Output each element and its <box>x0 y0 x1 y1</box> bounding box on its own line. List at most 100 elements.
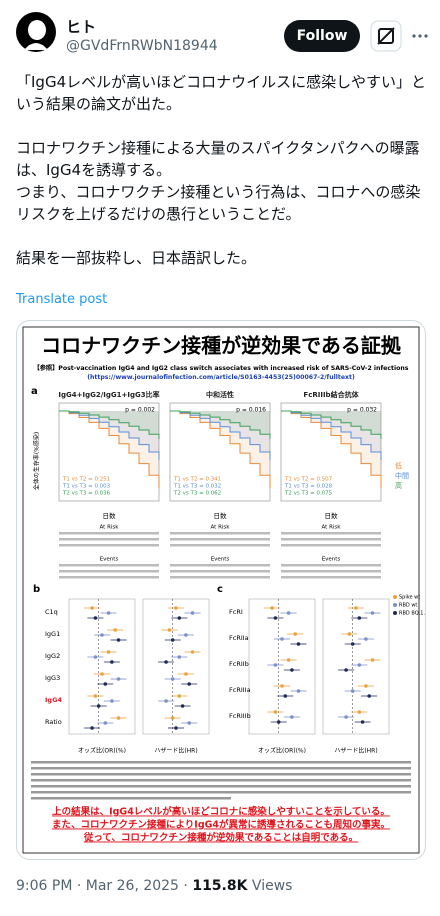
estimate <box>100 633 104 637</box>
reference: 【参照】Post-vaccination IgG4 and IgG2 class… <box>34 364 409 372</box>
estimate <box>370 658 375 662</box>
estimate <box>110 699 114 703</box>
panel-letter: c <box>217 584 223 595</box>
estimate <box>93 655 98 659</box>
legend-entry: RBD wt <box>399 603 417 609</box>
estimate <box>177 655 182 659</box>
grok-button[interactable] <box>370 20 402 52</box>
risk-row <box>170 538 270 541</box>
legend-dot <box>393 611 397 615</box>
estimate <box>280 684 284 688</box>
estimate <box>93 616 98 620</box>
estimate <box>364 684 368 688</box>
forest-area <box>322 598 390 735</box>
estimate <box>184 633 188 637</box>
views-label: Views <box>247 878 293 894</box>
legend-dot <box>393 595 397 599</box>
table-label: Events <box>211 557 230 563</box>
event-row <box>170 570 270 573</box>
estimate <box>106 611 111 615</box>
timestamp: 9:06 PM · Mar 26, 2025 · 115.8K Views <box>16 878 292 894</box>
row-label: IgG1 <box>45 630 60 638</box>
table-label: Events <box>100 557 119 563</box>
forest-area <box>142 598 210 735</box>
caption-line <box>31 767 411 770</box>
x-axis-label: オッズ比(OR)(%) <box>78 747 126 755</box>
estimate <box>270 606 274 610</box>
stat: T1 vs T2 = 0.507 <box>284 477 333 483</box>
y-axis-label: 全体の生存率(%感染) <box>33 432 41 490</box>
event-row <box>281 570 381 573</box>
estimate <box>103 721 108 725</box>
avatar[interactable] <box>16 12 56 52</box>
estimate <box>116 677 121 681</box>
x-axis-label: 日数 <box>103 511 117 520</box>
estimate <box>116 638 121 642</box>
legend-entry: RBD BQ.1.1 <box>399 611 425 617</box>
band <box>281 411 381 439</box>
stat: T1 vs T2 = 0.251 <box>62 477 110 483</box>
estimate <box>293 632 298 636</box>
estimate <box>170 638 175 642</box>
risk-row <box>59 532 159 535</box>
plot-title: FcRIIIb結合抗体 <box>303 390 359 399</box>
table-label: Events <box>322 557 341 563</box>
forest-area <box>68 598 136 735</box>
estimate <box>187 682 191 686</box>
caption-line <box>31 785 411 788</box>
paragraph: コロナワクチン接種による大量のスパイクタンパクへの曝露は、IgG4を誘導する。 … <box>16 139 421 223</box>
estimate <box>170 677 175 681</box>
risk-row <box>281 544 381 547</box>
estimate <box>367 694 372 698</box>
handle[interactable]: @GVdFrnRWbN18944 <box>66 38 218 54</box>
curve <box>170 410 271 439</box>
estimate <box>180 704 185 708</box>
row-label: IgG3 <box>45 674 60 682</box>
row-label: FcRIIIb <box>229 712 251 720</box>
row-label: FcRI <box>229 608 243 616</box>
plot-title: IgG4+IgG2/IgG1+IgG3比率 <box>58 390 159 399</box>
infographic: コロナワクチン接種が逆効果である証拠【参照】Post-vaccination I… <box>22 326 425 854</box>
estimate <box>286 658 291 662</box>
band <box>59 411 159 439</box>
estimate <box>344 715 348 719</box>
estimate <box>350 689 355 693</box>
panel-letter: a <box>31 386 38 397</box>
band <box>170 411 270 439</box>
estimate <box>190 611 195 615</box>
display-name[interactable]: ヒト <box>66 18 97 36</box>
estimate <box>296 642 301 646</box>
estimate <box>164 660 168 664</box>
caption-line <box>31 773 411 776</box>
conclusion: 上の結果は、IgG4レベルが高いほどコロナに感染しやすいことを示している。 <box>52 806 390 818</box>
tweet-text: 「IgG4レベルが高いほどコロナウイルスに感染しやすい」という結果の論文が出た。… <box>16 71 426 291</box>
estimate <box>164 699 168 703</box>
caption-line <box>31 779 411 782</box>
estimate <box>177 694 182 698</box>
paragraph: 結果を一部抜粋し、日本語訳した。 <box>16 249 257 267</box>
row-label: Ratio <box>45 718 62 726</box>
follow-button[interactable]: Follow <box>284 20 360 52</box>
event-row <box>170 576 270 579</box>
media[interactable]: コロナワクチン接種が逆効果である証拠 【参照】Post-vaccination I… <box>16 320 426 860</box>
x-axis-label: 日数 <box>214 511 228 520</box>
band <box>59 411 159 488</box>
conclusion: また、コロナワクチン接種によりIgG4が異常に誘導されることも周知の事実。 <box>52 819 390 831</box>
estimate <box>90 726 94 730</box>
x-axis-label: ハザード比(HR) <box>334 747 377 755</box>
estimate <box>276 720 281 724</box>
estimate <box>360 720 365 724</box>
more-button[interactable] <box>410 26 430 46</box>
estimate <box>90 606 94 610</box>
estimate <box>354 606 358 610</box>
legend-dot <box>393 603 397 607</box>
panel-letter: b <box>33 584 40 595</box>
estimate <box>187 721 191 725</box>
translate-link[interactable]: Translate post <box>16 292 108 307</box>
caption-line <box>31 761 411 764</box>
x-axis-label: ハザード比(HR) <box>154 747 197 755</box>
row-label: IgG2 <box>45 652 60 660</box>
curve <box>281 410 382 439</box>
stat: T1 vs T3 = 0.032 <box>173 484 221 490</box>
estimate <box>103 682 108 686</box>
